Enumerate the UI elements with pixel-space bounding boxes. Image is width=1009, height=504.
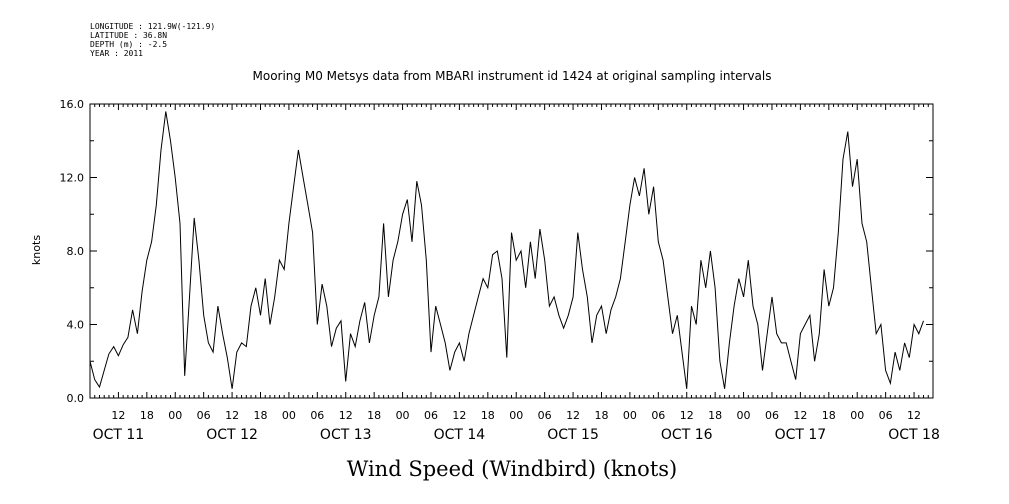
y-tick-label: 0.0 <box>67 392 85 405</box>
x-axis-label: Wind Speed (Windbird) (knots) <box>347 457 677 481</box>
x-tick-label: 12 <box>225 409 239 422</box>
chart-title: Mooring M0 Metsys data from MBARI instru… <box>253 69 772 83</box>
x-tick-label: 06 <box>538 409 552 422</box>
x-tick-labels: 12 18 00 06 12 18 00 06 12 18 00 06 12 18 00 06 12 18 00 06… <box>111 409 921 422</box>
x-tick-label: 12 <box>111 409 125 422</box>
latitude-text: LATITUDE : 36.8N <box>90 31 168 40</box>
x-tick-label: 00 <box>623 409 637 422</box>
x-tick-label: 06 <box>424 409 438 422</box>
x-tick-label: 12 <box>793 409 807 422</box>
y-axis-label: knots <box>30 235 43 265</box>
y-tick-label: 8.0 <box>67 245 85 258</box>
year-text: YEAR : 2011 <box>90 49 143 58</box>
x-tick-label: 00 <box>396 409 410 422</box>
x-tick-label: 18 <box>367 409 381 422</box>
x-tick-label: 06 <box>310 409 324 422</box>
x-tick-label: 12 <box>339 409 353 422</box>
date-label: OCT 12 <box>206 427 258 443</box>
x-tick-label: 12 <box>452 409 466 422</box>
x-tick-label: 18 <box>140 409 154 422</box>
x-tick-label: 06 <box>651 409 665 422</box>
date-labels: OCT 11 OCT 12 OCT 13 OCT 14 OCT 15 OCT 16 OCT … <box>93 427 940 443</box>
x-tick-label: 00 <box>282 409 296 422</box>
x-tick-label: 00 <box>509 409 523 422</box>
x-tick-label: 00 <box>850 409 864 422</box>
x-tick-label: 06 <box>765 409 779 422</box>
x-tick-label: 06 <box>879 409 893 422</box>
x-tick-label: 18 <box>822 409 836 422</box>
x-tick-label: 12 <box>907 409 921 422</box>
y-tick-labels: 0.0 4.0 8.0 12.0 16.0 <box>60 98 85 405</box>
series-line <box>89 111 924 389</box>
y-tick-label: 4.0 <box>67 319 85 332</box>
x-tick-label: 18 <box>253 409 267 422</box>
tick-marks <box>89 103 934 399</box>
date-label: OCT 13 <box>320 427 372 443</box>
depth-text: DEPTH (m) : -2.5 <box>90 40 168 49</box>
plot-frame <box>89 103 934 399</box>
x-tick-label: 12 <box>680 409 694 422</box>
date-label: OCT 16 <box>661 427 713 443</box>
x-tick-label: 00 <box>737 409 751 422</box>
metadata-block: LONGITUDE : 121.9W(-121.9) LATITUDE : 36… <box>90 22 215 58</box>
x-tick-label: 06 <box>197 409 211 422</box>
x-tick-label: 12 <box>566 409 580 422</box>
date-label: OCT 11 <box>93 427 145 443</box>
x-tick-label: 18 <box>708 409 722 422</box>
date-label: OCT 17 <box>775 427 827 443</box>
y-tick-label: 16.0 <box>60 98 85 111</box>
y-tick-label: 12.0 <box>60 172 85 185</box>
date-label: OCT 18 <box>888 427 940 443</box>
date-label: OCT 14 <box>434 427 486 443</box>
x-tick-label: 18 <box>594 409 608 422</box>
x-tick-label: 00 <box>168 409 182 422</box>
date-label: OCT 15 <box>547 427 599 443</box>
x-tick-label: 18 <box>481 409 495 422</box>
longitude-text: LONGITUDE : 121.9W(-121.9) <box>90 22 216 31</box>
